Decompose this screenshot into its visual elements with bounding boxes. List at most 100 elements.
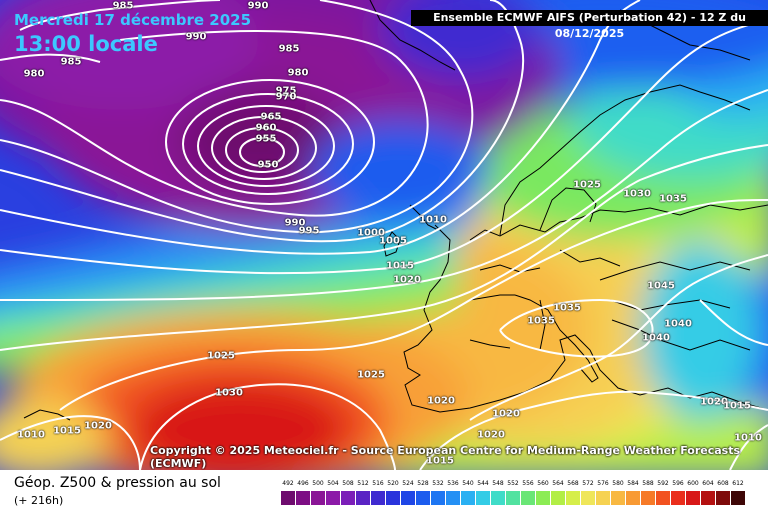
scale-step-swatch: [611, 491, 625, 505]
legend-bar: Géop. Z500 & pression au sol (+ 216h) 49…: [0, 470, 768, 512]
scale-step-swatch: [581, 491, 595, 505]
isobar-value-label: 960: [255, 122, 277, 134]
scale-step-swatch: [416, 491, 430, 505]
isobar-value-label: 985: [112, 0, 134, 12]
scale-step-swatch: [461, 491, 475, 505]
scale-step-swatch: [641, 491, 655, 505]
scale-step-label: 544: [477, 480, 489, 487]
scale-step-label: 524: [402, 480, 414, 487]
weather-map: 990 985 990 985 985 980 980 975 970 965 960 955 950 9…: [0, 0, 768, 470]
scale-step-swatch: [311, 491, 325, 505]
isobar-value-label: 990: [185, 31, 207, 43]
color-scale: 492 496 500 504 508 512 516 520 524 528 532 536 540 5…: [281, 480, 751, 508]
scale-step-swatch: [686, 491, 700, 505]
isobar-value-label: 970: [275, 91, 297, 103]
scale-step-swatch: [671, 491, 685, 505]
scale-step-swatch: [326, 491, 340, 505]
scale-step-label: 500: [312, 480, 324, 487]
isobar-value-label: 1010: [734, 432, 762, 444]
isobar-value-label: 1020: [393, 274, 421, 286]
isobar-value-label: 1015: [53, 425, 81, 437]
scale-step-label: 608: [717, 480, 729, 487]
isobar-value-label: 990: [284, 217, 306, 229]
isobar-value-label: 955: [255, 133, 277, 145]
isobar-value-label: 995: [298, 225, 320, 237]
isobar-value-label: 1010: [17, 429, 45, 441]
scale-step-swatch: [716, 491, 730, 505]
scale-step-label: 580: [612, 480, 624, 487]
isobar-value-label: 1015: [723, 400, 751, 412]
isobar-value-label: 1020: [492, 408, 520, 420]
scale-step-label: 564: [552, 480, 564, 487]
scale-step-label: 596: [672, 480, 684, 487]
scale-step-label: 560: [537, 480, 549, 487]
scale-step-swatch: [626, 491, 640, 505]
isobar-value-label: 1015: [426, 455, 454, 467]
isobar-value-label: 980: [287, 67, 309, 79]
isobar-value-label: 1020: [477, 429, 505, 441]
scale-step-label: 532: [432, 480, 444, 487]
isobar-value-label: 1005: [379, 235, 407, 247]
isobar-value-label: 1045: [647, 280, 675, 292]
scale-step-label: 540: [462, 480, 474, 487]
map-title: Géop. Z500 & pression au sol: [14, 475, 221, 491]
scale-step-swatch: [371, 491, 385, 505]
scale-step-label: 496: [297, 480, 309, 487]
isobar-value-label: 1020: [427, 395, 455, 407]
isobar-value-label: 950: [257, 159, 279, 171]
scale-step-label: 592: [657, 480, 669, 487]
scale-step-label: 588: [642, 480, 654, 487]
isobar-value-label: 985: [278, 43, 300, 55]
scale-step-label: 568: [567, 480, 579, 487]
scale-step-swatch: [566, 491, 580, 505]
scale-step-label: 536: [447, 480, 459, 487]
forecast-date: Mercredi 17 décembre 2025: [14, 11, 252, 29]
forecast-lead-time: (+ 216h): [14, 494, 64, 507]
isobars: [0, 0, 768, 470]
scale-step-swatch: [551, 491, 565, 505]
isobar-value-label: 1040: [664, 318, 692, 330]
scale-step-label: 612: [732, 480, 744, 487]
scale-step-label: 492: [282, 480, 294, 487]
isobar-value-label: 980: [23, 68, 45, 80]
scale-step-swatch: [281, 491, 295, 505]
scale-step-swatch: [491, 491, 505, 505]
scale-step-swatch: [401, 491, 415, 505]
scale-step-label: 512: [357, 480, 369, 487]
scale-step-label: 516: [372, 480, 384, 487]
forecast-time: 13:00 locale: [14, 32, 158, 56]
scale-step-label: 508: [342, 480, 354, 487]
isobar-value-label: 1035: [553, 302, 581, 314]
isobar-value-label: 965: [260, 111, 282, 123]
isobar-value-label: 1000: [357, 227, 385, 239]
scale-step-swatch: [521, 491, 535, 505]
scale-step-swatch: [296, 491, 310, 505]
scale-step-label: 604: [702, 480, 714, 487]
isobar-value-label: 1035: [659, 193, 687, 205]
isobar-value-label: 1025: [357, 369, 385, 381]
scale-step-swatch: [446, 491, 460, 505]
scale-step-swatch: [356, 491, 370, 505]
scale-step-swatch: [731, 491, 745, 505]
scale-step-swatch: [536, 491, 550, 505]
isobar-value-label: 975: [275, 85, 297, 97]
isobar-value-label: 1020: [84, 420, 112, 432]
copyright-notice: Copyright © 2025 Meteociel.fr - Source E…: [150, 444, 741, 470]
isobar-value-label: 1020: [700, 396, 728, 408]
isobar-value-label: 1035: [527, 315, 555, 327]
isobar-value-label: 1010: [419, 214, 447, 226]
scale-step-label: 520: [387, 480, 399, 487]
isobar-value-label: 1030: [623, 188, 651, 200]
isobar-value-label: 1030: [215, 387, 243, 399]
scale-step-label: 504: [327, 480, 339, 487]
model-run-banner: Ensemble ECMWF AIFS (Perturbation 42) - …: [411, 10, 768, 40]
isobar-value-label: 990: [247, 0, 269, 12]
isobar-value-label: 985: [60, 56, 82, 68]
scale-step-label: 552: [507, 480, 519, 487]
scale-step-swatch: [476, 491, 490, 505]
geopotential-field: [0, 0, 768, 470]
scale-step-swatch: [656, 491, 670, 505]
scale-step-label: 576: [597, 480, 609, 487]
scale-step-label: 600: [687, 480, 699, 487]
isobar-value-label: 1025: [207, 350, 235, 362]
